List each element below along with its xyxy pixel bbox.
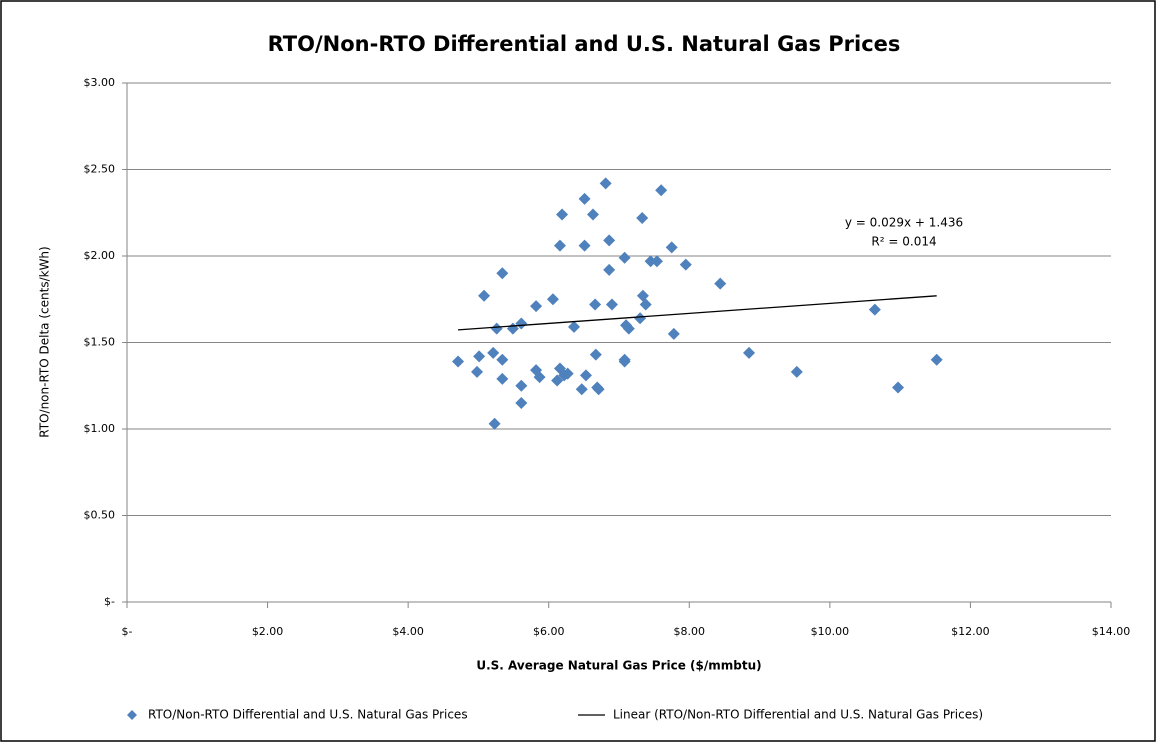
x-tick-label: $12.00 — [951, 625, 990, 638]
x-tick-label: $10.00 — [811, 625, 850, 638]
legend-marker — [127, 710, 137, 720]
scatter-point — [603, 234, 616, 247]
y-tick-label: $0.50 — [84, 509, 116, 522]
y-tick-label: $1.50 — [84, 336, 116, 349]
scatter-point — [471, 365, 484, 378]
x-tick-label: $4.00 — [392, 625, 424, 638]
y-tick-label: $1.00 — [84, 422, 116, 435]
scatter-point — [636, 211, 649, 224]
scatter-point — [650, 255, 663, 268]
scatter-point — [589, 348, 602, 361]
x-tick-label: $6.00 — [533, 625, 565, 638]
y-tick-label: $2.50 — [84, 163, 116, 176]
scatter-point — [679, 258, 692, 271]
chart-title: RTO/Non-RTO Differential and U.S. Natura… — [268, 32, 901, 56]
legend-label: RTO/Non-RTO Differential and U.S. Natura… — [148, 708, 468, 722]
scatter-point — [575, 383, 588, 396]
scatter-point — [490, 322, 503, 335]
scatter-point — [546, 293, 559, 306]
scatter-point — [452, 355, 465, 368]
scatter-point — [473, 350, 486, 363]
trendline-r2: R² = 0.014 — [871, 235, 936, 249]
trendline — [457, 295, 937, 331]
scatter-point — [586, 208, 599, 221]
scatter-point — [644, 255, 657, 268]
scatter-point — [639, 298, 652, 311]
y-axis-label: RTO/non-RTO Delta (cents/kWh) — [38, 246, 52, 437]
scatter-point — [515, 397, 528, 410]
scatter-point — [515, 379, 528, 392]
legend-label: Linear (RTO/Non-RTO Differential and U.S… — [613, 708, 983, 722]
y-tick-label: $3.00 — [84, 76, 116, 89]
scatter-point — [618, 355, 631, 368]
scatter-point — [568, 320, 581, 333]
scatter-point — [579, 369, 592, 382]
scatter-point — [592, 383, 605, 396]
scatter-point — [496, 353, 509, 366]
scatter-point — [714, 277, 727, 290]
scatter-point — [605, 298, 618, 311]
scatter-point — [488, 417, 501, 430]
scatter-point — [551, 374, 564, 387]
scatter-point — [618, 251, 631, 264]
scatter-point — [578, 239, 591, 252]
trendline-equation: y = 0.029x + 1.436 — [845, 216, 963, 230]
scatter-point — [530, 300, 543, 313]
scatter-point — [561, 367, 574, 380]
scatter-point — [868, 303, 881, 316]
scatter-point — [622, 322, 635, 335]
scatter-point — [578, 192, 591, 205]
scatter-point — [496, 267, 509, 280]
scatter-point — [478, 289, 491, 302]
x-tick-label: $8.00 — [674, 625, 706, 638]
scatter-point — [790, 365, 803, 378]
scatter-point — [589, 298, 602, 311]
scatter-point — [743, 346, 756, 359]
scatter-point — [553, 239, 566, 252]
scatter-point — [892, 381, 905, 394]
scatter-point — [930, 353, 943, 366]
scatter-point — [599, 177, 612, 190]
y-tick-label: $2.00 — [84, 249, 116, 262]
scatter-point — [487, 346, 500, 359]
scatter-point — [556, 208, 569, 221]
scatter-point — [667, 327, 680, 340]
x-axis-label: U.S. Average Natural Gas Price ($/mmbtu) — [476, 659, 761, 673]
scatter-point — [665, 241, 678, 254]
y-tick-label: $- — [104, 595, 115, 608]
x-tick-label: $14.00 — [1092, 625, 1131, 638]
scatter-point — [496, 372, 509, 385]
scatter-point — [515, 317, 528, 330]
x-tick-label: $2.00 — [252, 625, 284, 638]
x-tick-label: $- — [122, 625, 133, 638]
scatter-point — [533, 371, 546, 384]
scatter-point — [603, 263, 616, 276]
scatter-point — [634, 312, 647, 325]
scatter-point — [655, 184, 668, 197]
